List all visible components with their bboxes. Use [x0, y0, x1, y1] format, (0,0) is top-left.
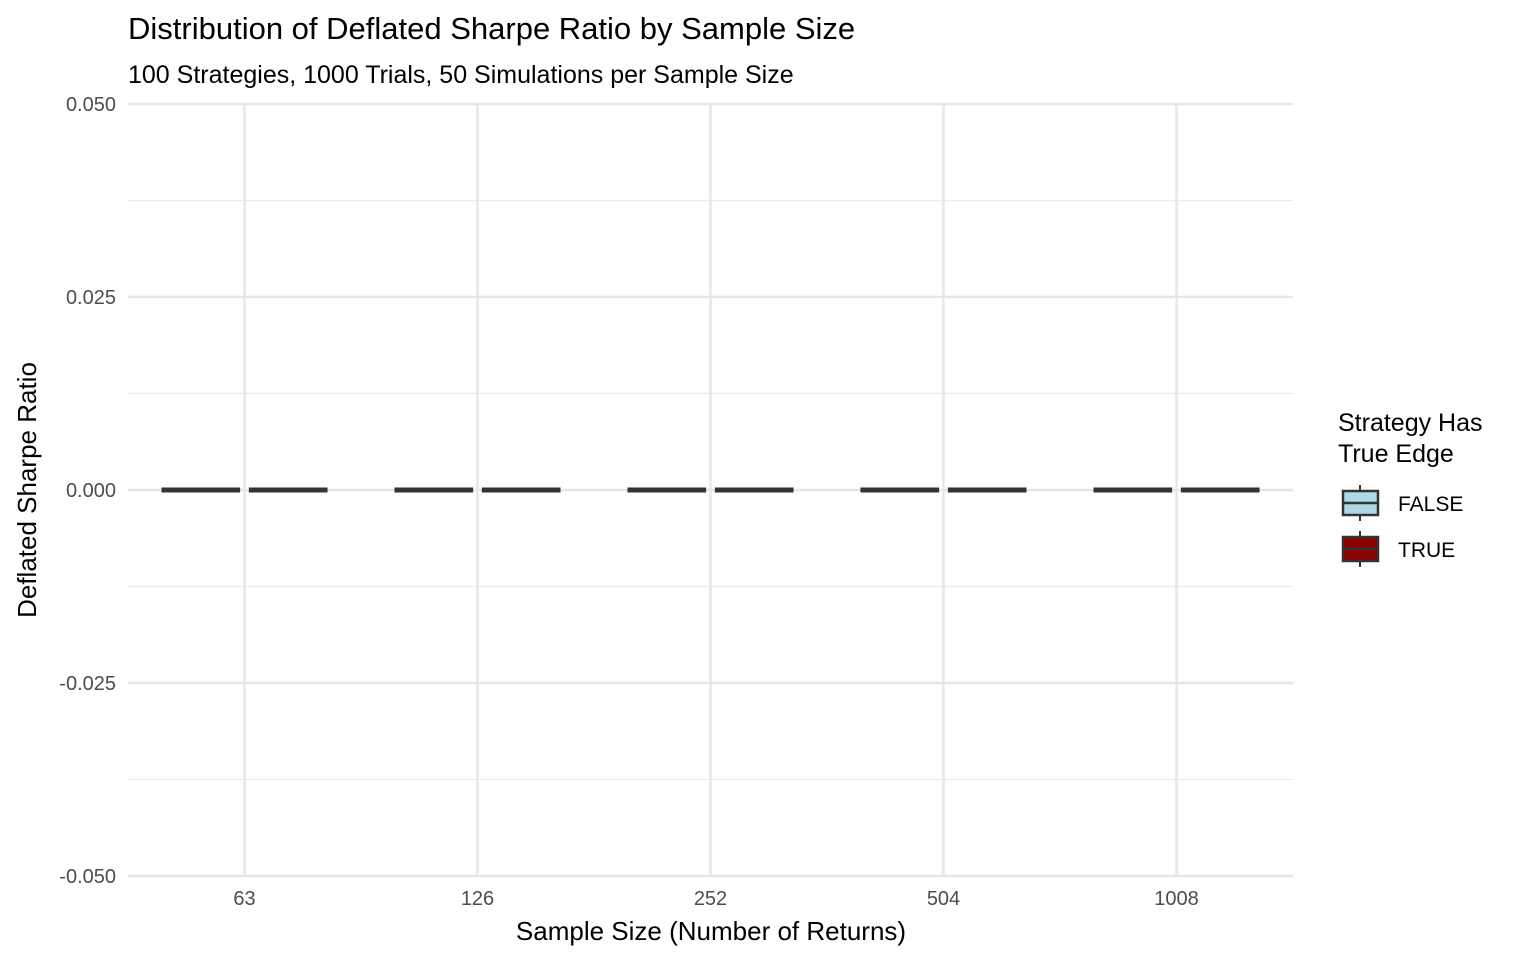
y-tick-label: 0.025: [66, 287, 116, 309]
legend-item-false: FALSE: [1341, 485, 1463, 521]
legend-keys: FALSE TRUE: [1341, 485, 1463, 567]
x-tick-label: 63: [233, 888, 255, 910]
x-axis-ticks: 63 126 252 504 1008: [233, 888, 1198, 910]
y-tick-label: -0.050: [59, 866, 116, 888]
legend-title-line-2: True Edge: [1338, 440, 1454, 468]
chart-title: Distribution of Deflated Sharpe Ratio by…: [128, 11, 855, 46]
x-tick-label: 252: [694, 888, 727, 910]
y-tick-label: -0.025: [59, 673, 116, 695]
y-axis-title: Deflated Sharpe Ratio: [12, 362, 42, 618]
legend-item-true: TRUE: [1341, 531, 1455, 567]
x-tick-label: 126: [461, 888, 494, 910]
x-axis-title: Sample Size (Number of Returns): [516, 916, 906, 946]
legend: Strategy Has True Edge FALSE TRUE: [1338, 409, 1483, 567]
legend-label: FALSE: [1398, 493, 1463, 516]
x-tick-label: 1008: [1154, 888, 1199, 910]
y-tick-label: 0.000: [66, 480, 116, 502]
y-tick-label: 0.050: [66, 94, 116, 116]
legend-label: TRUE: [1398, 539, 1455, 562]
y-axis-ticks: -0.050 -0.025 0.000 0.025 0.050: [59, 94, 116, 888]
gridlines: [128, 102, 1293, 878]
legend-title-line-1: Strategy Has: [1338, 409, 1483, 437]
x-tick-label: 504: [927, 888, 960, 910]
chart-subtitle: 100 Strategies, 1000 Trials, 50 Simulati…: [128, 61, 794, 89]
